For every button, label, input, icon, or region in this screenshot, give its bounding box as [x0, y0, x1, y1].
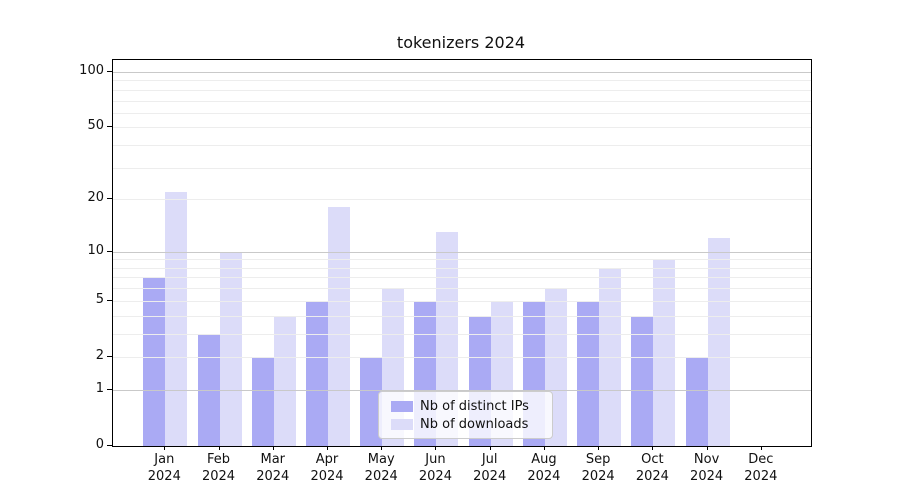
- gridline-minor: [113, 112, 811, 114]
- y-tick-label: 0: [95, 437, 104, 452]
- legend-item-downloads: Nb of downloads: [391, 417, 546, 432]
- y-tick-label: 50: [87, 118, 104, 134]
- x-tick-label: Apr 2024: [310, 452, 344, 484]
- bar-downloads: [219, 251, 242, 446]
- gridline-minor: [113, 288, 811, 290]
- x-tick-mark: [760, 446, 762, 450]
- gridline-major: [113, 251, 811, 253]
- bar-distinct-ips: [197, 333, 220, 446]
- x-tick-label: Feb 2024: [201, 452, 236, 484]
- y-tick-label: 1: [95, 380, 104, 396]
- y-tick-mark: [107, 388, 112, 390]
- x-tick-label: Sep 2024: [581, 452, 615, 484]
- x-tick-label: Jul 2024: [473, 452, 507, 484]
- gridline-minor: [113, 89, 811, 91]
- gridline-minor: [113, 127, 811, 129]
- x-tick-mark: [598, 446, 600, 450]
- legend: Nb of distinct IPs Nb of downloads: [378, 391, 553, 439]
- y-tick-label: 10: [87, 242, 104, 258]
- legend-item-distinct-ips: Nb of distinct IPs: [391, 399, 546, 414]
- plot-area: [112, 59, 812, 447]
- y-tick-label: 20: [87, 190, 104, 206]
- bar-downloads: [653, 259, 676, 446]
- bar-distinct-ips: [360, 356, 383, 446]
- bar-downloads: [327, 207, 350, 446]
- x-tick-label: Oct 2024: [635, 452, 669, 484]
- y-tick-label: 100: [79, 63, 104, 78]
- chart-title: tokenizers 2024: [396, 33, 526, 52]
- legend-label-distinct-ips: Nb of distinct IPs: [420, 398, 529, 414]
- x-tick-label: Jun 2024: [418, 452, 452, 484]
- gridline-major: [113, 389, 811, 391]
- y-tick-label: 2: [95, 347, 104, 363]
- x-tick-label: May 2024: [364, 452, 398, 484]
- gridline-minor: [113, 145, 811, 147]
- bar-distinct-ips: [685, 356, 708, 446]
- legend-swatch-distinct-ips: [391, 400, 413, 412]
- bar-downloads: [165, 191, 188, 446]
- x-tick-mark: [543, 446, 545, 450]
- gridline-minor: [113, 199, 811, 201]
- x-tick-mark: [435, 446, 437, 450]
- gridline-minor: [113, 80, 811, 82]
- gridline-minor: [113, 315, 811, 317]
- gridline-minor: [113, 259, 811, 261]
- bar-downloads: [273, 315, 296, 446]
- x-tick-label: Dec 2024: [744, 452, 778, 484]
- x-tick-mark: [381, 446, 383, 450]
- gridline-minor: [113, 167, 811, 169]
- bar-distinct-ips: [143, 277, 166, 446]
- gridline-minor: [113, 277, 811, 279]
- gridline-major: [113, 72, 811, 73]
- y-tick-mark: [107, 445, 112, 446]
- y-tick-mark: [107, 299, 112, 301]
- bar-downloads: [599, 267, 622, 446]
- gridline-minor: [113, 267, 811, 269]
- bar-distinct-ips: [251, 356, 274, 446]
- gridline-minor: [113, 300, 811, 302]
- gridline-minor: [113, 100, 811, 102]
- x-tick-mark: [326, 446, 328, 450]
- y-tick-mark: [107, 250, 112, 252]
- x-tick-mark: [272, 446, 274, 450]
- bar-distinct-ips: [305, 300, 328, 446]
- legend-swatch-downloads: [391, 418, 413, 430]
- bar-downloads: [707, 238, 730, 446]
- x-tick-mark: [706, 446, 708, 450]
- x-tick-label: Mar 2024: [256, 452, 290, 484]
- bar-distinct-ips: [577, 300, 600, 446]
- legend-label-downloads: Nb of downloads: [420, 416, 529, 432]
- y-tick-mark: [107, 126, 112, 128]
- gridline-minor: [113, 356, 811, 358]
- y-tick-mark: [107, 355, 112, 357]
- grid-layer: [113, 60, 811, 446]
- x-tick-label: Aug 2024: [527, 452, 561, 484]
- x-tick-mark: [218, 446, 220, 450]
- y-tick-label: 5: [95, 291, 104, 307]
- y-tick-mark: [107, 71, 112, 72]
- x-tick-mark: [652, 446, 654, 450]
- x-tick-label: Nov 2024: [690, 452, 724, 484]
- gridline-minor: [113, 333, 811, 335]
- y-tick-mark: [107, 198, 112, 200]
- x-tick-mark: [164, 446, 166, 450]
- x-tick-label: Jan 2024: [147, 452, 181, 484]
- x-tick-mark: [489, 446, 491, 450]
- bar-distinct-ips: [631, 315, 654, 446]
